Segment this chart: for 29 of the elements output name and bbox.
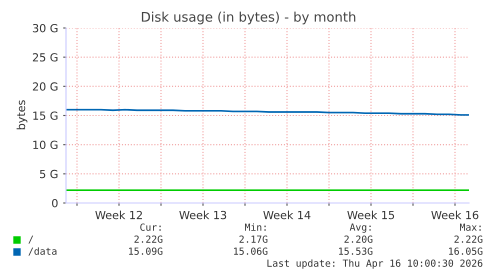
text: 2.20G [344, 235, 372, 243]
y-tick-label: 0 [52, 198, 58, 208]
text: 2.22G [454, 235, 482, 243]
text: Max: [460, 224, 481, 231]
text: 15.06G [234, 247, 268, 255]
text: Last update: Thu Apr 16 10:00:30 2026 [267, 259, 482, 269]
text: 16.05G [449, 247, 482, 255]
text: Avg: [350, 224, 371, 233]
x-tick-label: Week 12 [95, 210, 142, 220]
text: 15.09G [129, 247, 162, 255]
y-tick-label: 30 G [32, 24, 58, 32]
y-tick-label: 20 G [32, 82, 58, 91]
y-tick-label: 25 G [32, 53, 58, 62]
legend-label: / [28, 236, 34, 244]
text: 2.22G [134, 235, 162, 243]
y-tick-label: 5 G [40, 170, 58, 178]
y-axis-title: bytes [16, 100, 28, 130]
x-tick-label: Week 15 [347, 210, 394, 220]
legend-label: /data [28, 247, 56, 256]
text: Cur: [140, 223, 161, 231]
x-tick-label: Week 13 [179, 210, 226, 220]
x-tick-label: Week 16 [431, 210, 478, 220]
text: 15.53G [339, 247, 372, 255]
text: Min: [244, 223, 266, 231]
text: 2.17G [239, 235, 268, 243]
chart-title: Disk usage (in bytes) - by month [142, 12, 356, 24]
y-tick-label: 10 G [33, 140, 58, 150]
x-tick-label: Week 14 [263, 210, 310, 220]
y-tick-label: 15 G [33, 111, 58, 120]
